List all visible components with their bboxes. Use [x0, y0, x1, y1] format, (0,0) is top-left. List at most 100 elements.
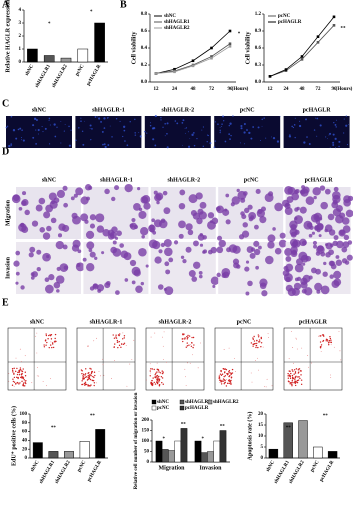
event: [229, 380, 231, 382]
cell: [228, 244, 238, 253]
event: [98, 371, 100, 373]
cell: [250, 215, 255, 220]
cell: [221, 123, 223, 125]
cell: [59, 263, 69, 272]
event: [287, 375, 289, 377]
event: [230, 376, 233, 378]
event: [290, 383, 293, 385]
marker: [210, 56, 213, 60]
event: [95, 382, 97, 384]
event: [223, 349, 225, 350]
cell: [6, 125, 9, 128]
event: [82, 375, 85, 377]
bar: [64, 451, 74, 459]
cell: [304, 287, 313, 296]
cell: [102, 143, 104, 146]
event: [150, 372, 151, 374]
cell: [294, 188, 300, 194]
event: [42, 381, 44, 382]
event: [118, 340, 121, 343]
cell: [22, 139, 25, 142]
event: [114, 343, 116, 345]
x-tick-label: shHAGLR2: [52, 64, 69, 89]
event: [84, 374, 86, 375]
event: [80, 369, 83, 371]
event: [192, 346, 194, 349]
cell: [75, 262, 85, 272]
legend-swatch: [151, 399, 157, 405]
cell: [48, 119, 50, 121]
cell: [160, 218, 166, 224]
marker: [154, 72, 158, 75]
cell: [294, 117, 296, 119]
cell: [111, 136, 113, 138]
event: [21, 377, 23, 379]
event: [119, 333, 121, 335]
cell: [44, 284, 54, 294]
cell: [44, 127, 47, 130]
cell: [335, 259, 343, 266]
cell: [95, 213, 105, 223]
event: [81, 380, 83, 382]
cell: [178, 233, 184, 239]
y-axis-label: EdU⁺ positive cells (%): [10, 406, 17, 466]
cell: [18, 223, 27, 232]
cell: [154, 144, 157, 147]
cell: [176, 122, 179, 125]
cell: [21, 199, 29, 206]
event: [150, 336, 152, 338]
cell: [157, 284, 164, 290]
cell: [187, 145, 191, 148]
event: [185, 384, 187, 386]
cell: [261, 118, 264, 121]
cell: [313, 244, 318, 249]
cell: [338, 145, 340, 148]
cell: [316, 135, 318, 137]
cell: [152, 138, 155, 141]
event: [84, 373, 87, 375]
cell: [328, 249, 334, 256]
cell: [347, 240, 353, 245]
cell: [57, 233, 63, 238]
event: [222, 378, 225, 380]
event: [300, 374, 302, 376]
event: [149, 363, 151, 365]
event: [258, 369, 259, 371]
marker: [332, 15, 336, 19]
x-tick-label: shHAGLR2: [55, 460, 72, 485]
event: [186, 335, 188, 338]
cell: [32, 136, 35, 139]
event: [90, 374, 92, 376]
event: [157, 376, 159, 378]
y-axis-label: Cell viability: [245, 32, 251, 65]
event: [320, 351, 322, 352]
cell: [89, 124, 92, 127]
marker: [284, 68, 288, 71]
event: [153, 381, 155, 384]
y-tick-label: 0.3: [255, 63, 262, 68]
event: [184, 338, 186, 340]
column-label: shNC: [30, 319, 44, 325]
cell: [179, 189, 186, 196]
cell: [141, 235, 145, 239]
event: [228, 379, 230, 381]
bar: [168, 450, 175, 463]
event: [295, 368, 298, 370]
cell: [178, 202, 186, 210]
event: [87, 345, 89, 346]
y-axis-label: Relative HAGLR expression: [5, 0, 11, 72]
column-label: shHAGLR-1: [100, 177, 133, 183]
cell: [187, 131, 189, 133]
cell: [244, 207, 250, 214]
cell: [182, 119, 185, 122]
cell: [241, 230, 250, 238]
event: [230, 373, 232, 376]
x-tick-label: shHAGLR1: [39, 460, 56, 485]
event: [295, 338, 297, 340]
cell: [209, 142, 212, 145]
cell: [63, 202, 69, 208]
y-tick-label: 0.0: [255, 80, 262, 85]
cell: [123, 129, 126, 132]
event: [186, 345, 189, 347]
image: [144, 116, 211, 148]
